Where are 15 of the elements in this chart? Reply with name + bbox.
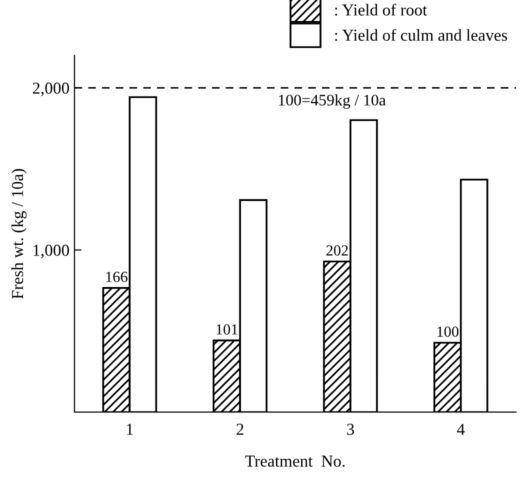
y-tick-label: 2,000 bbox=[32, 82, 69, 96]
annotation: 100 bbox=[437, 326, 458, 337]
x-tick-label: 1 bbox=[126, 424, 133, 435]
annotation: 100=459kg / 10a bbox=[279, 94, 386, 109]
x-tick-label: 4 bbox=[457, 424, 465, 435]
legend-label: : Yield of culm and leaves bbox=[335, 28, 508, 41]
y-tick-label: 1,000 bbox=[34, 244, 69, 258]
annotation: 166 bbox=[106, 272, 128, 282]
y-axis-title: Fresh wt. (kg / 10a) bbox=[11, 169, 27, 299]
annotation: 202 bbox=[326, 245, 348, 256]
x-tick-label: 3 bbox=[347, 424, 354, 435]
legend-label: : Yield of root bbox=[335, 4, 428, 16]
x-axis-title: Treatment No. bbox=[245, 456, 345, 467]
annotation: 101 bbox=[216, 324, 238, 335]
x-tick-label: 2 bbox=[236, 424, 244, 435]
